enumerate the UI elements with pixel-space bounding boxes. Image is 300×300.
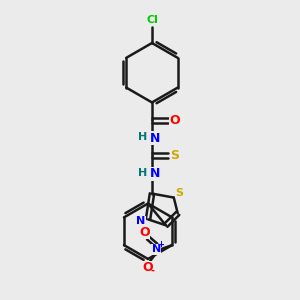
Text: N: N <box>136 216 146 226</box>
Text: O: O <box>142 261 153 274</box>
Text: Cl: Cl <box>146 15 158 25</box>
Text: -: - <box>150 266 154 276</box>
Text: O: O <box>169 114 180 127</box>
Text: N: N <box>152 244 161 254</box>
Text: +: + <box>157 240 164 249</box>
Text: N: N <box>150 132 160 145</box>
Text: S: S <box>170 149 179 162</box>
Text: S: S <box>176 188 184 198</box>
Text: H: H <box>138 132 148 142</box>
Text: O: O <box>139 226 150 239</box>
Text: N: N <box>150 167 160 180</box>
Text: H: H <box>138 168 148 178</box>
